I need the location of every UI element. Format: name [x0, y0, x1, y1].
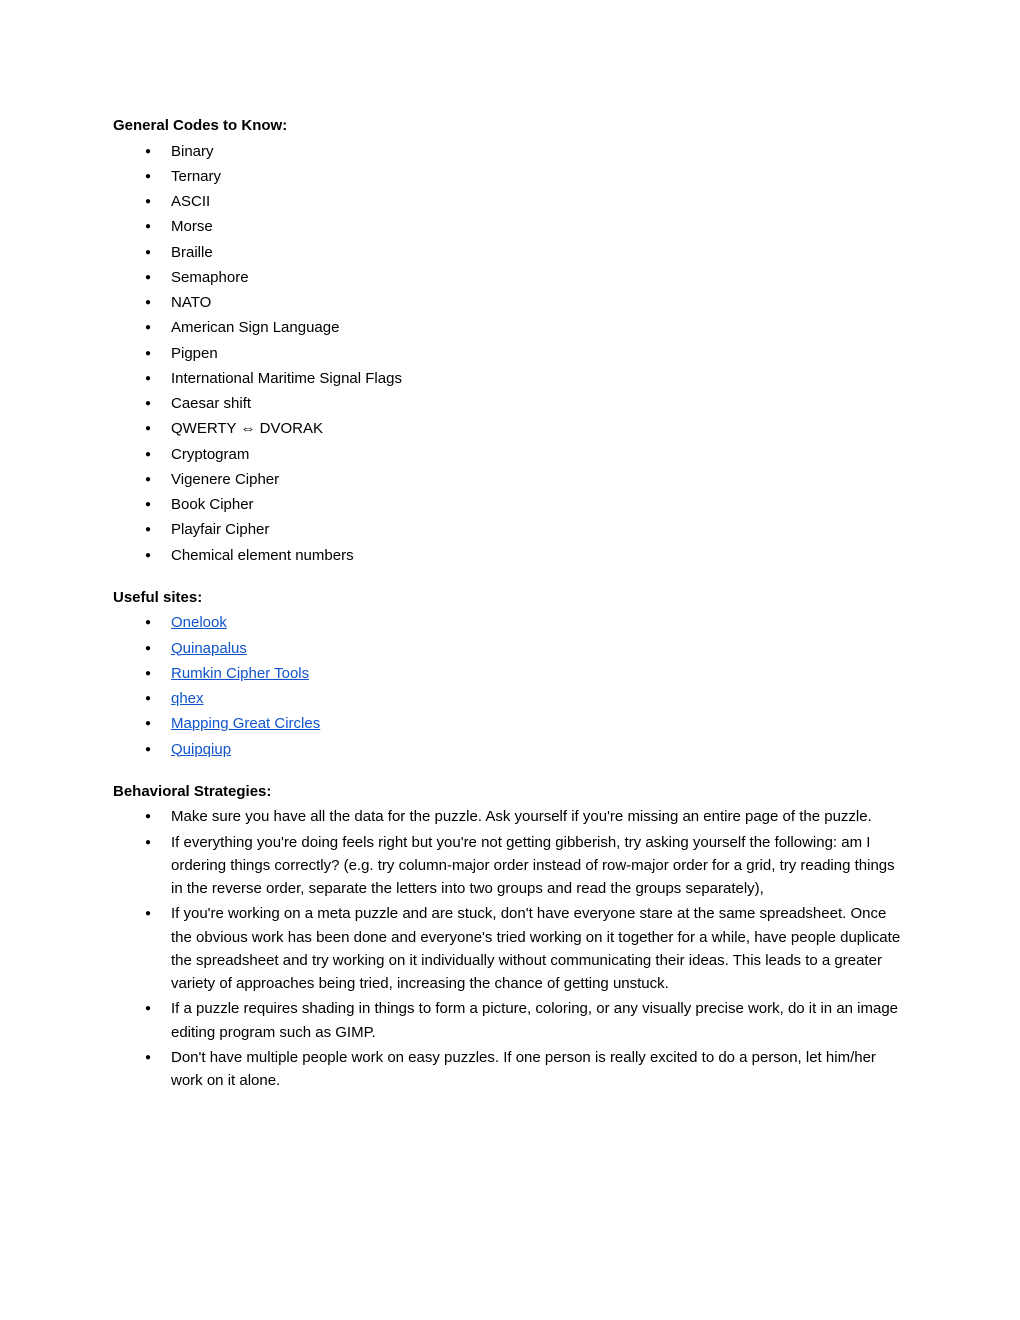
list-item: Semaphore — [113, 266, 907, 289]
list-item: Ternary — [113, 165, 907, 188]
list-item: Rumkin Cipher Tools — [113, 662, 907, 685]
list-item: Quinapalus — [113, 637, 907, 660]
heading-sites: Useful sites: — [113, 587, 907, 610]
list-item: qhex — [113, 687, 907, 710]
section-sites: Useful sites: Onelook Quinapalus Rumkin … — [113, 587, 907, 761]
list-item: Make sure you have all the data for the … — [113, 805, 907, 828]
list-sites: Onelook Quinapalus Rumkin Cipher Tools q… — [113, 611, 907, 761]
heading-strategies: Behavioral Strategies: — [113, 781, 907, 804]
list-item: Pigpen — [113, 342, 907, 365]
section-codes: General Codes to Know: Binary Ternary AS… — [113, 115, 907, 567]
list-item: Onelook — [113, 611, 907, 634]
list-item: QWERTY ⇔ DVORAK — [113, 417, 907, 440]
list-item: Vigenere Cipher — [113, 468, 907, 491]
list-item: Caesar shift — [113, 392, 907, 415]
list-item: ASCII — [113, 190, 907, 213]
list-item: If a puzzle requires shading in things t… — [113, 997, 907, 1044]
section-strategies: Behavioral Strategies: Make sure you hav… — [113, 781, 907, 1093]
list-item: Mapping Great Circles — [113, 712, 907, 735]
list-item: Braille — [113, 241, 907, 264]
heading-codes: General Codes to Know: — [113, 115, 907, 138]
list-item: Binary — [113, 140, 907, 163]
link-qhex[interactable]: qhex — [171, 690, 204, 707]
list-item: Quipqiup — [113, 738, 907, 761]
list-item: Don't have multiple people work on easy … — [113, 1046, 907, 1093]
link-quipqiup[interactable]: Quipqiup — [171, 741, 231, 758]
list-item: Cryptogram — [113, 443, 907, 466]
list-item: Playfair Cipher — [113, 518, 907, 541]
link-rumkin[interactable]: Rumkin Cipher Tools — [171, 665, 309, 682]
list-item: If you're working on a meta puzzle and a… — [113, 902, 907, 995]
list-item: Morse — [113, 215, 907, 238]
list-item: American Sign Language — [113, 316, 907, 339]
link-mapping[interactable]: Mapping Great Circles — [171, 715, 320, 732]
list-item: Chemical element numbers — [113, 544, 907, 567]
link-onelook[interactable]: Onelook — [171, 614, 227, 631]
list-item: If everything you're doing feels right b… — [113, 831, 907, 901]
list-item: Book Cipher — [113, 493, 907, 516]
list-item: International Maritime Signal Flags — [113, 367, 907, 390]
link-quinapalus[interactable]: Quinapalus — [171, 640, 247, 657]
list-item: NATO — [113, 291, 907, 314]
list-codes: Binary Ternary ASCII Morse Braille Semap… — [113, 140, 907, 567]
list-strategies: Make sure you have all the data for the … — [113, 805, 907, 1092]
